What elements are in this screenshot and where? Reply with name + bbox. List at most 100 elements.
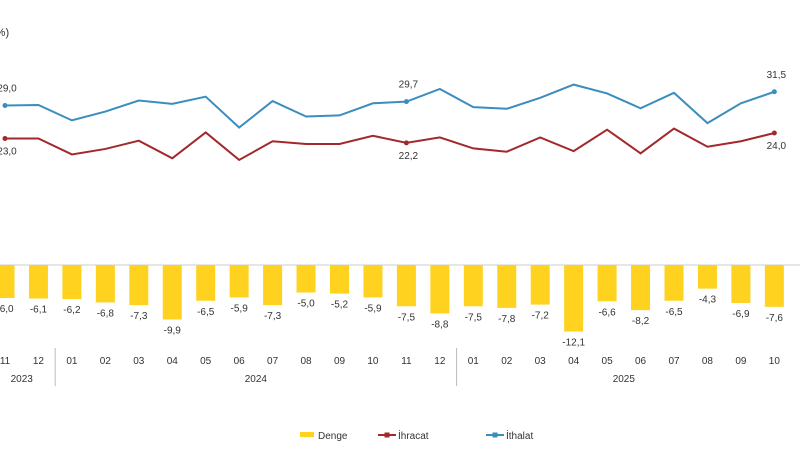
point-label: 22,2 xyxy=(399,151,419,162)
x-tick-label: 04 xyxy=(568,356,580,367)
x-tick-label: 02 xyxy=(100,356,112,367)
bar-label: -4,3 xyxy=(699,295,717,306)
bar-label: -7,8 xyxy=(498,314,516,325)
x-tick-label: 05 xyxy=(200,356,212,367)
line-point xyxy=(771,89,777,95)
point-label: 23,0 xyxy=(0,147,17,158)
bar-denge xyxy=(497,265,517,308)
line-point xyxy=(403,99,409,105)
x-tick-label: 03 xyxy=(535,356,547,367)
x-tick-label: 10 xyxy=(769,356,781,367)
bar-denge xyxy=(0,265,15,298)
x-tick-label: 11 xyxy=(0,356,11,367)
bar-denge xyxy=(396,265,416,307)
x-tick-label: 06 xyxy=(234,356,246,367)
bar-label: -6,8 xyxy=(97,308,115,319)
bar-label: -5,0 xyxy=(297,299,315,310)
x-tick-label: 09 xyxy=(334,356,346,367)
bar-label: -7,6 xyxy=(766,313,784,324)
bar-label: -5,9 xyxy=(231,303,249,314)
bar-label: -7,5 xyxy=(398,312,416,323)
x-tick-label: 06 xyxy=(635,356,647,367)
bar-label: -8,8 xyxy=(431,319,449,330)
legend-item: İthalat xyxy=(486,429,533,442)
year-label: 2024 xyxy=(245,374,268,385)
point-label: 29,7 xyxy=(399,80,419,91)
x-tick-label: 10 xyxy=(367,356,379,367)
line-ithalat xyxy=(4,83,775,129)
line-point xyxy=(2,103,8,108)
x-tick-label: 03 xyxy=(133,356,145,367)
legend-item: Denge xyxy=(300,431,348,442)
x-tick-label: 05 xyxy=(602,356,614,367)
x-tick-label: 08 xyxy=(702,356,714,367)
bar-label: -6,5 xyxy=(665,307,683,318)
x-tick-label: 04 xyxy=(167,356,179,367)
bar-denge xyxy=(263,265,283,306)
x-tick-label: 01 xyxy=(66,356,78,367)
bar-label: -7,5 xyxy=(465,312,483,323)
legend: Denge İhracat İthalat xyxy=(300,429,533,442)
bar-label: -6,1 xyxy=(30,305,48,316)
x-tick-label: 01 xyxy=(468,356,480,367)
bar-label: -6,6 xyxy=(598,307,616,318)
bar-label: -6,2 xyxy=(63,305,81,316)
bar-denge xyxy=(731,265,751,303)
bar-denge xyxy=(229,265,249,298)
line-point xyxy=(2,136,8,141)
x-tick-label: 07 xyxy=(267,356,279,367)
year-label: 2023 xyxy=(11,374,34,385)
bar-label: -6,5 xyxy=(197,307,215,318)
line-point xyxy=(403,140,409,146)
y-axis-label: (%) xyxy=(0,27,9,39)
bar-denge xyxy=(95,265,115,303)
point-label: 24,0 xyxy=(767,141,787,152)
legend-item: İhracat xyxy=(378,429,429,442)
bar-denge xyxy=(564,265,584,332)
bar-label: -9,9 xyxy=(164,325,182,336)
legend-label: İthalat xyxy=(506,429,533,442)
bar-denge xyxy=(764,265,784,307)
bar-denge xyxy=(530,265,550,305)
x-tick-label: 07 xyxy=(668,356,680,367)
legend-label: İhracat xyxy=(398,429,429,442)
legend-marker xyxy=(384,432,390,438)
legend-label: Denge xyxy=(318,431,348,442)
x-tick-label: 02 xyxy=(501,356,513,367)
bar-denge xyxy=(363,265,383,298)
bar-label: -12,1 xyxy=(562,338,585,349)
bar-denge xyxy=(162,265,182,320)
bar-denge xyxy=(463,265,483,307)
bar-denge xyxy=(28,265,48,299)
bar-denge xyxy=(62,265,82,300)
bar-denge xyxy=(597,265,617,302)
bar-denge xyxy=(330,265,349,294)
bar-denge xyxy=(430,265,450,314)
legend-swatch xyxy=(300,432,314,437)
line-point xyxy=(771,130,777,136)
x-tick-label: 09 xyxy=(735,356,747,367)
x-tick-label: 08 xyxy=(300,356,312,367)
point-label: 31,5 xyxy=(767,70,787,81)
bar-label: -6,9 xyxy=(732,309,750,320)
x-tick-label: 12 xyxy=(434,356,446,367)
bar-denge xyxy=(664,265,684,301)
point-label: 29,0 xyxy=(0,84,17,95)
x-tick-label: 12 xyxy=(33,356,45,367)
bar-label: -6,0 xyxy=(0,304,14,315)
bar-denge xyxy=(631,265,651,311)
x-tick-label: 11 xyxy=(401,356,412,367)
bar-denge xyxy=(697,265,717,289)
legend-marker xyxy=(492,432,498,438)
bar-label: -5,9 xyxy=(364,303,382,314)
bar-label: -7,2 xyxy=(532,311,550,322)
bar-label: -8,2 xyxy=(632,316,650,327)
year-label: 2025 xyxy=(613,374,636,385)
bar-denge xyxy=(296,265,316,293)
bar-label: -7,3 xyxy=(130,311,148,322)
bar-denge xyxy=(196,265,216,301)
bar-denge xyxy=(129,265,149,306)
bar-label: -5,2 xyxy=(331,300,349,311)
line-ihracat xyxy=(5,127,775,162)
